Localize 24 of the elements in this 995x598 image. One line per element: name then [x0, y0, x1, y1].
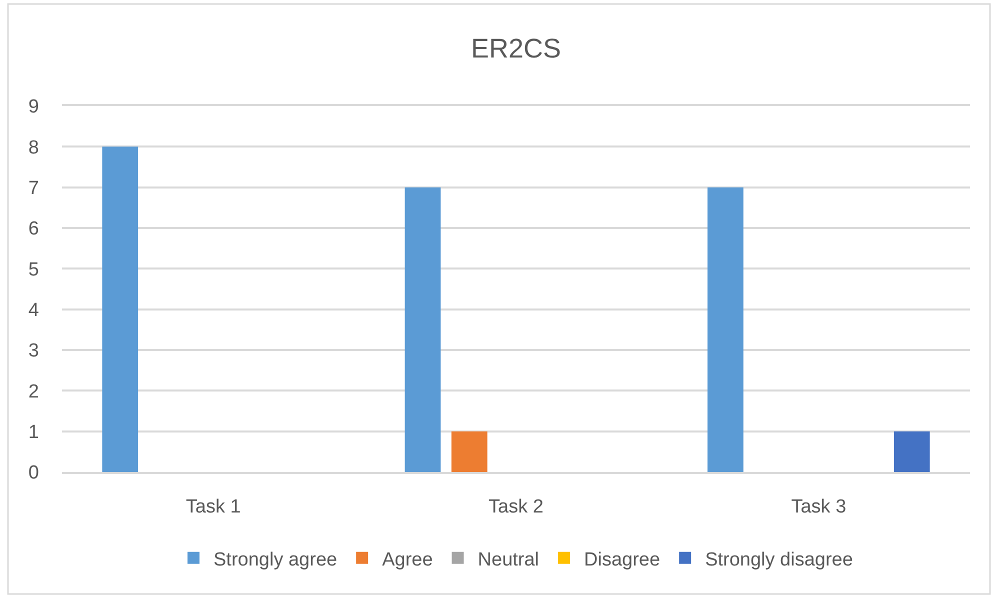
y-tick-label: 5 — [28, 259, 39, 280]
legend-label: Disagree — [584, 549, 660, 570]
legend-label: Strongly agree — [214, 549, 338, 570]
y-tick-label: 0 — [28, 462, 39, 484]
legend-label: Neutral — [478, 549, 540, 570]
y-tick-label: 8 — [28, 137, 39, 158]
x-tick-label: Task 3 — [791, 496, 846, 518]
x-tick-label: Task 2 — [488, 496, 544, 518]
y-tick-label: 6 — [28, 218, 39, 240]
bar — [404, 187, 441, 472]
bar — [102, 146, 138, 472]
y-tick-label: 1 — [28, 422, 39, 443]
chart-title: ER2CS — [470, 33, 562, 64]
bar — [451, 431, 488, 472]
y-tick-label: 2 — [28, 381, 39, 402]
bar — [708, 187, 744, 472]
bar — [894, 431, 930, 472]
x-tick-label: Task 1 — [186, 496, 241, 518]
legend-label: Strongly disagree — [705, 549, 853, 570]
y-tick-label: 4 — [28, 300, 40, 321]
y-tick-label: 3 — [28, 340, 39, 362]
y-tick-label: 7 — [28, 178, 39, 199]
y-tick-label: 9 — [28, 96, 39, 118]
legend-label: Agree — [382, 549, 433, 570]
